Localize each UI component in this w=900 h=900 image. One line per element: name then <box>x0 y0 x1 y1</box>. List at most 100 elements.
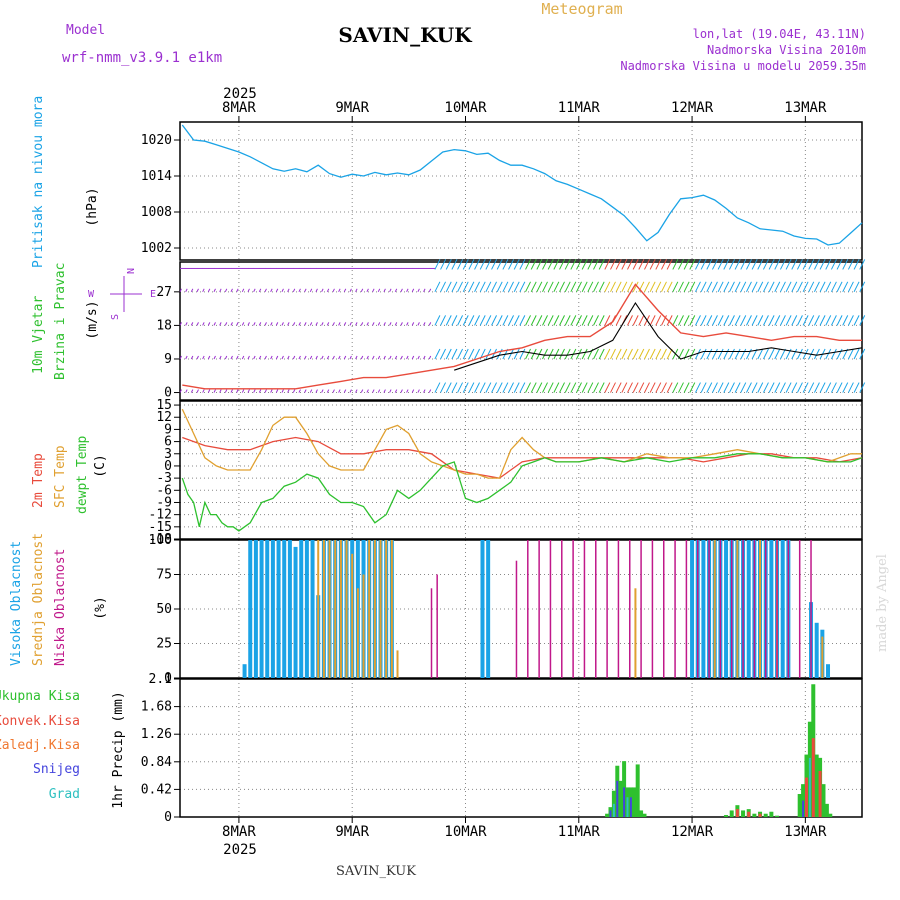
wind-barb <box>304 288 307 293</box>
cloud-bar <box>746 540 751 678</box>
y-tick-label: 12 <box>156 410 172 425</box>
cloud-bar <box>662 540 665 678</box>
wind-barb <box>655 315 662 326</box>
wind-barb <box>683 382 690 393</box>
wind-barb <box>485 259 492 270</box>
y-tick-label: 0 <box>164 459 172 474</box>
wind-barb <box>445 315 452 326</box>
wind-barb <box>553 382 560 393</box>
wind-barb <box>813 348 820 360</box>
wind-barb <box>326 355 330 360</box>
wind-barb <box>360 288 364 293</box>
wind-barb <box>513 259 520 270</box>
wind-barb <box>287 288 290 293</box>
y-tick-label: -18 <box>149 532 172 547</box>
wind-barb <box>287 389 290 393</box>
cloud-bar <box>561 540 563 678</box>
wind-barb <box>638 348 645 360</box>
wind-barb <box>224 389 228 393</box>
wind-barb <box>774 259 781 270</box>
wind-unit: (m/s) <box>85 300 100 339</box>
cloud-bar <box>769 540 774 678</box>
wind-barb <box>326 389 330 393</box>
wind-barb <box>842 281 849 293</box>
x-tick-label-bottom: 9MAR <box>335 824 369 840</box>
wind-barb <box>757 348 764 360</box>
wind-barb <box>649 315 656 326</box>
precip-bar <box>758 813 762 817</box>
wind-barb <box>768 348 775 360</box>
wind-barb <box>729 259 735 270</box>
wind-barb <box>179 322 182 326</box>
wind-barb <box>389 389 392 393</box>
wind-barb <box>802 281 809 293</box>
wind-barb <box>394 322 398 326</box>
wind-barb <box>275 288 279 293</box>
wind-barb <box>304 322 307 326</box>
wind-mean-line <box>454 301 863 371</box>
cloud-bar <box>282 540 287 678</box>
wind-barb <box>247 389 250 393</box>
cloud-bar <box>390 540 393 678</box>
cloud-bar <box>719 540 722 678</box>
wind-barb <box>423 355 426 360</box>
wind-barb <box>712 348 718 360</box>
panel-frame <box>179 121 863 261</box>
precip-bar <box>828 813 833 817</box>
wind-barb <box>309 355 313 360</box>
wind-barb <box>819 315 826 326</box>
wind-barb <box>808 259 815 270</box>
wind-barb <box>496 259 503 270</box>
wind-barb <box>847 382 854 393</box>
wind-barb <box>847 348 854 360</box>
wind-barb <box>179 288 182 293</box>
wind-barb <box>434 259 441 270</box>
wind-barb <box>700 259 707 270</box>
wind-barb <box>428 389 432 393</box>
wind-barb <box>706 315 713 326</box>
wind-barb <box>706 281 713 293</box>
cloud-bar <box>317 540 320 678</box>
cloud-bar <box>826 664 831 678</box>
wind-barb <box>751 259 758 270</box>
wind-barb <box>281 355 284 360</box>
x-tick-label-top: 13MAR <box>784 100 827 116</box>
cloud-bar <box>253 540 258 678</box>
wind-barb <box>796 281 803 293</box>
cloud-bar <box>690 540 695 678</box>
wind-barb <box>349 288 352 293</box>
wind-barb <box>491 382 497 393</box>
wind-barb <box>219 355 222 360</box>
wind-barb <box>462 382 469 393</box>
precip-bar <box>804 777 808 817</box>
wind-barb <box>564 281 571 293</box>
wind-barb <box>842 259 849 270</box>
wind-barb <box>638 382 645 393</box>
wind-barb <box>321 288 324 293</box>
wind-barb <box>712 259 718 270</box>
precip-bar <box>616 780 619 817</box>
wind-barb <box>445 348 452 360</box>
wind-barb <box>383 322 386 326</box>
wind-barb <box>491 259 497 270</box>
precip-bar <box>763 813 768 817</box>
wind-barb <box>542 348 548 360</box>
wind-barb <box>825 348 832 360</box>
wind-barb <box>723 348 730 360</box>
wind-barb <box>281 322 284 326</box>
wind-barb <box>343 322 347 326</box>
wind-barb <box>847 315 854 326</box>
cloud-bar <box>759 540 762 678</box>
wind-barb <box>513 382 520 393</box>
cloud-bar <box>339 540 342 678</box>
cloud-bar <box>379 540 382 678</box>
wind-barb <box>689 382 696 393</box>
wind-barb <box>712 382 718 393</box>
temp-line <box>182 436 863 479</box>
wind-barb <box>649 259 656 270</box>
wind-barb <box>457 315 464 326</box>
panel-frame <box>179 539 863 679</box>
wind-barb <box>802 259 809 270</box>
wind-barb <box>411 389 415 393</box>
